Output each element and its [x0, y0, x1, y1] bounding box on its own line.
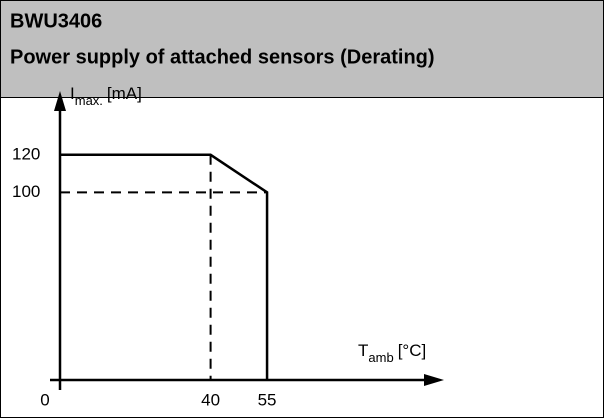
y-axis-arrow — [54, 91, 66, 111]
chart-title: BWU3406 — [10, 10, 102, 32]
header — [0, 0, 604, 98]
data-line — [60, 153, 269, 380]
x-axis-label-subscript: amb — [368, 350, 393, 365]
chart-subtitle: Power supply of attached sensors (Derati… — [10, 46, 435, 68]
x-axis-label-unit: [°C] — [398, 341, 427, 360]
x-axis-label: Tamb [°C] — [358, 341, 426, 365]
y-axis-label-unit: [mA] — [107, 84, 142, 103]
x-tick-label: 40 — [201, 390, 220, 409]
y-axis-label-subscript: max. — [75, 93, 103, 108]
x-tick-label: 0 — [40, 390, 49, 409]
x-axis-arrow — [424, 374, 444, 386]
y-axis-label-symbol: I — [70, 84, 75, 103]
y-tick-label: 100 — [12, 182, 40, 201]
x-tick-label: 55 — [258, 390, 277, 409]
x-axis-label-symbol: T — [358, 341, 368, 360]
y-tick-label: 120 — [12, 144, 40, 163]
y-axis-label: Imax. [mA] — [70, 84, 142, 108]
